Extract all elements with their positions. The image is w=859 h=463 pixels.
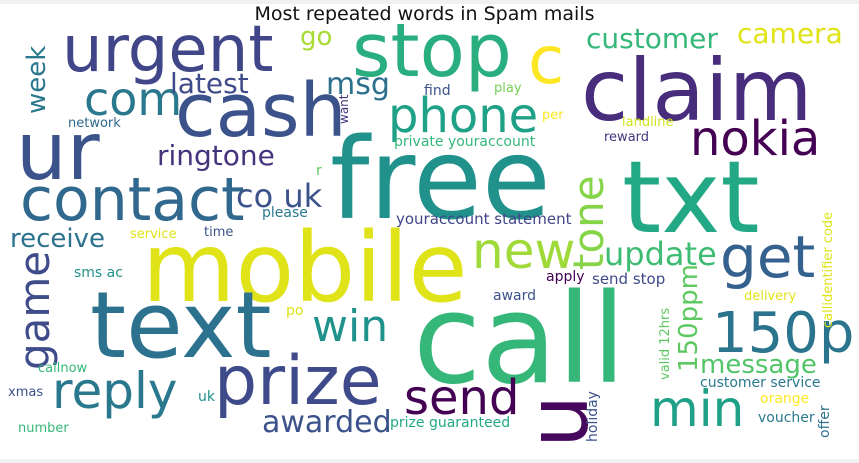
word-text: text [90,272,272,379]
word-get: get [720,223,816,291]
word-msg: msg [326,67,390,102]
word-delivery: delivery [744,289,797,304]
word-send: send [404,370,520,426]
word-game: game [10,250,59,370]
word-callnow: callnow [38,361,88,376]
word-contact: contact [20,165,245,235]
word-xmas: xmas [8,385,44,400]
word-150p: 150p [712,301,855,366]
word-find: find [424,83,451,99]
word-uk: uk [198,389,215,405]
word-award: award [493,288,537,304]
word-com: com [84,72,183,126]
word-orange: orange [760,391,810,407]
word-ringtone: ringtone [157,139,275,172]
word-reward: reward [604,130,650,145]
word-send-stop: send stop [592,270,666,288]
word-awarded: awarded [262,405,392,440]
word-new: new [472,222,576,280]
word-stop: stop [352,8,512,94]
page-title: Most repeated words in Spam mails [254,3,595,25]
word-reply: reply [52,362,178,420]
word-camera: camera [737,17,843,50]
bottom-border [0,459,859,463]
word-mobile: mobile [142,212,468,324]
word-ur: ur [16,105,100,198]
word-prize: prize [214,342,382,421]
word-service: service [130,227,177,242]
word-win: win [312,301,389,352]
word-callidentifier-code: callidentifier code [821,211,836,328]
word-number: number [18,421,69,436]
word-time: time [204,225,234,240]
word-update: update [604,235,717,273]
word-150ppm: 150ppm [674,264,704,372]
word-sms-ac: sms ac [74,265,123,281]
top-border [0,0,859,4]
word-offer: offer [817,405,833,438]
word-holiday: holiday [585,391,601,442]
word-apply: apply [546,269,585,285]
word-free: free [330,115,551,245]
word-youraccount-statement: youraccount statement [396,210,572,228]
word-po: po [286,303,304,319]
word-go: go [300,22,333,52]
word-week: week [22,45,52,114]
word-latest: latest [170,67,249,100]
word-urgent: urgent [62,13,274,87]
word-voucher: voucher [758,410,815,426]
word-landline: landline [622,115,674,130]
word-message: message [700,350,817,380]
word-customer-service: customer service [700,375,821,391]
word-play: play [494,81,522,96]
word-cash: cash [175,68,347,154]
word-prize-guaranteed: prize guaranteed [390,415,511,431]
word-claim: claim [581,41,813,141]
word-receive: receive [10,224,106,254]
word-want: want [337,94,351,124]
word-call: call [413,268,627,412]
word-c: c [528,22,565,99]
word-phone: phone [388,88,539,144]
word-per: per [542,108,564,123]
word-please: please [262,205,308,221]
word-customer: customer [586,22,718,55]
word-co-uk: co uk [236,177,323,215]
word-network: network [68,116,121,131]
word-nokia: nokia [690,111,821,167]
word-txt: txt [622,139,760,256]
word-r: r [316,163,322,179]
word-valid-12hrs: valid 12hrs [658,307,673,380]
word-min: min [650,380,745,438]
word-private-youraccount: private youraccount [394,134,536,150]
